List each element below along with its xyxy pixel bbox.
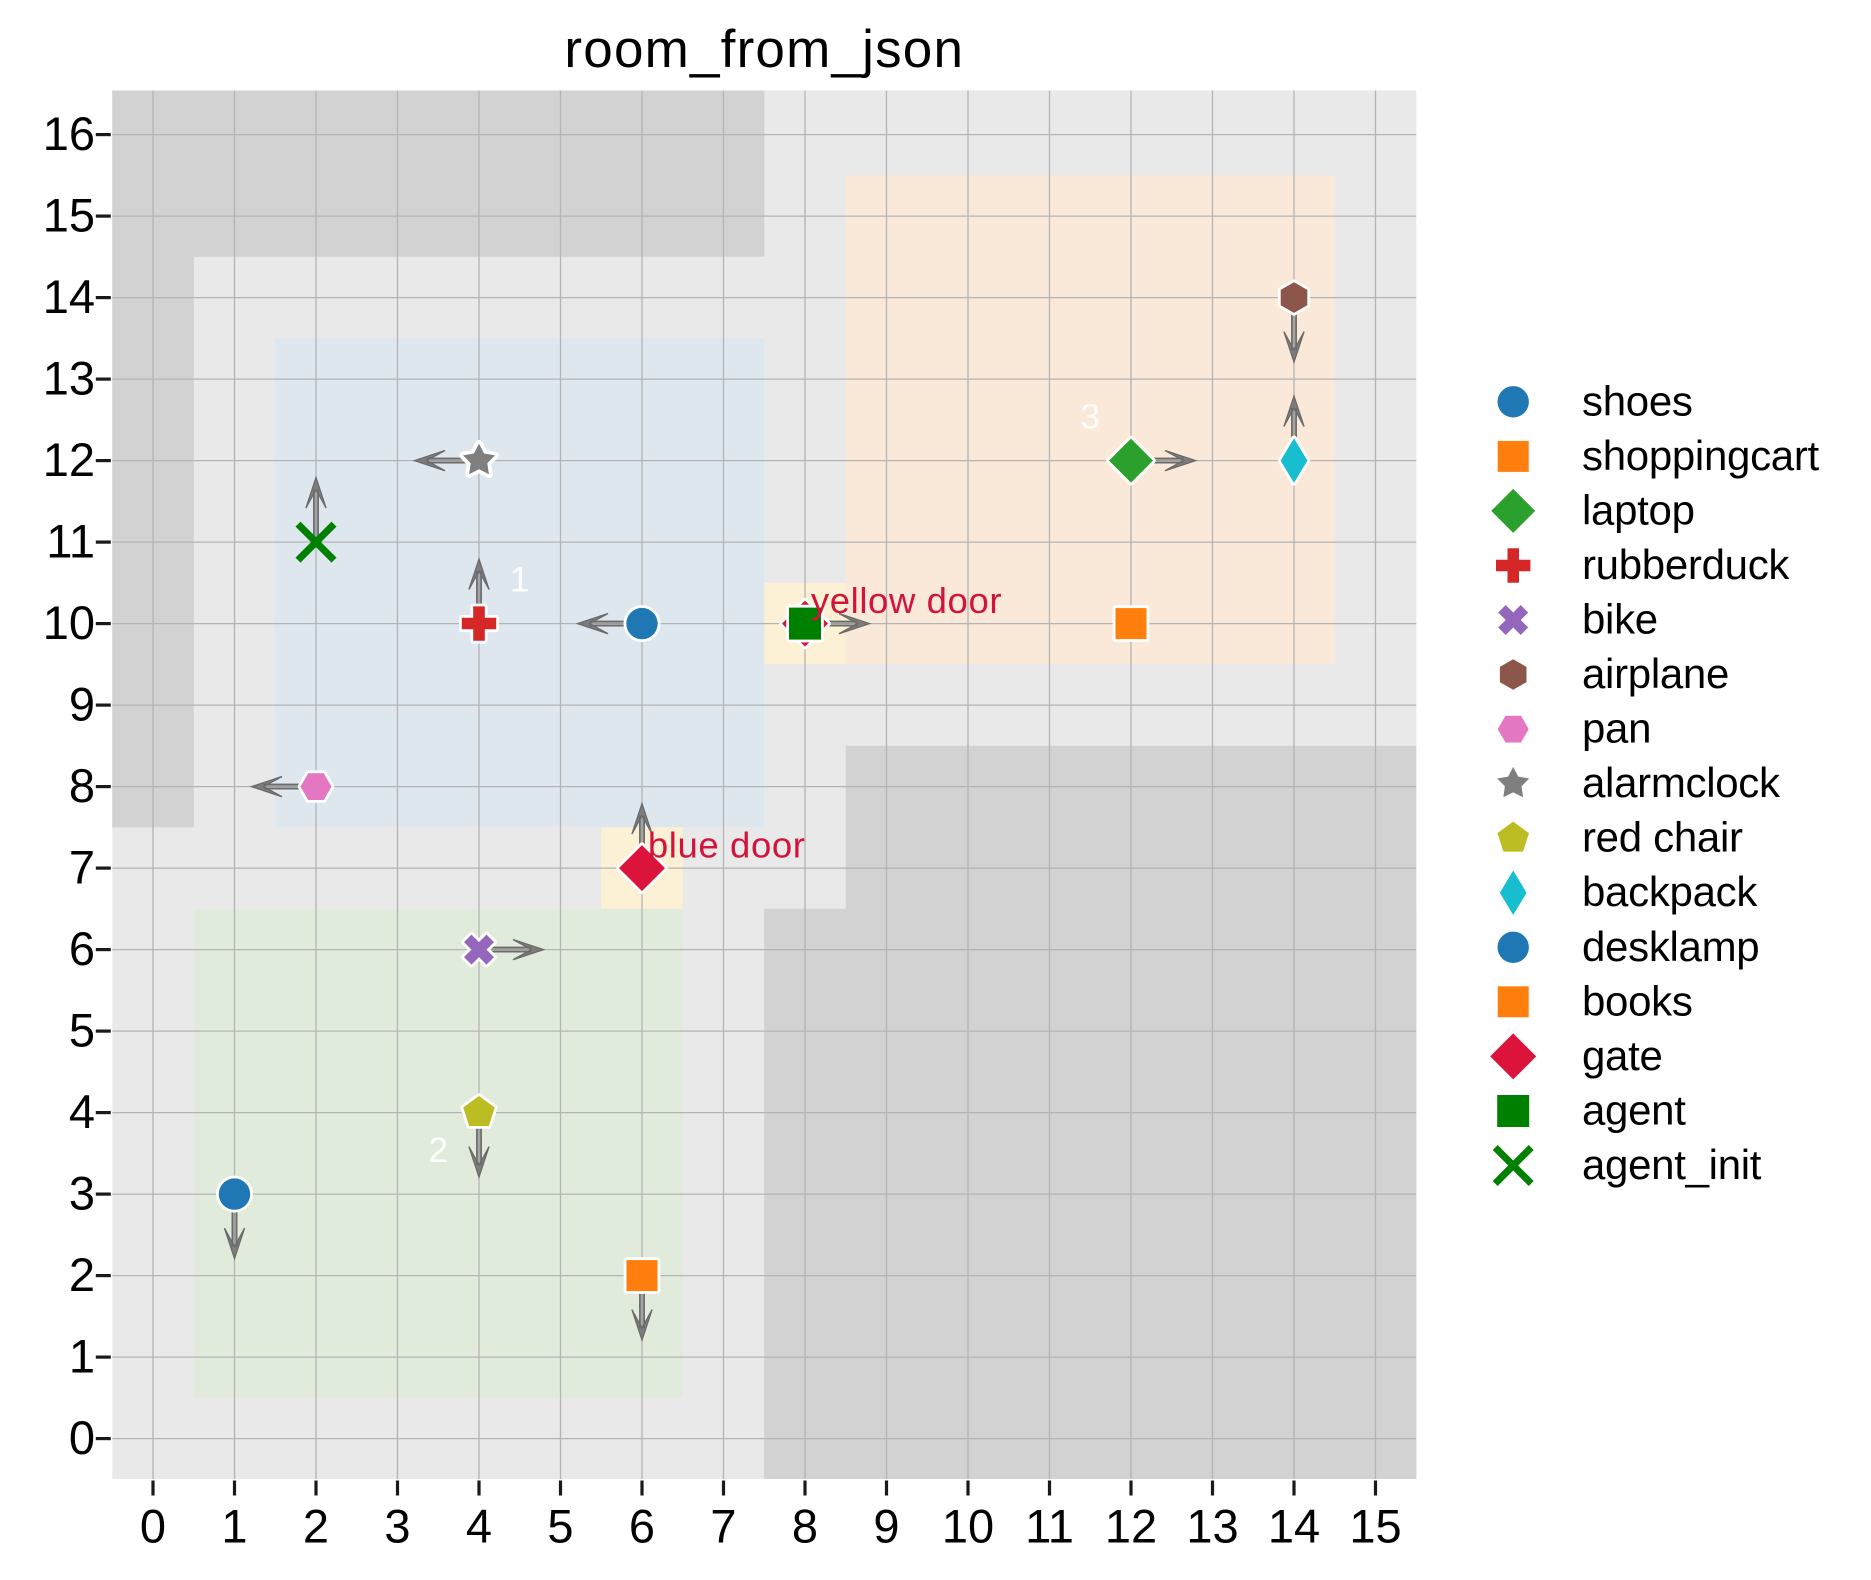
svg-text:5: 5 bbox=[69, 1004, 95, 1057]
svg-text:bike: bike bbox=[1582, 596, 1658, 643]
svg-text:6: 6 bbox=[629, 1499, 655, 1552]
svg-text:room_from_json: room_from_json bbox=[564, 20, 964, 79]
svg-text:pan: pan bbox=[1582, 705, 1651, 752]
svg-text:6: 6 bbox=[69, 922, 95, 975]
svg-text:5: 5 bbox=[547, 1499, 573, 1552]
svg-text:8: 8 bbox=[792, 1499, 818, 1552]
svg-text:blue door: blue door bbox=[648, 825, 806, 866]
svg-text:shoes: shoes bbox=[1582, 377, 1693, 424]
svg-text:shoppingcart: shoppingcart bbox=[1582, 432, 1820, 479]
svg-text:11: 11 bbox=[46, 515, 95, 568]
svg-text:14: 14 bbox=[43, 270, 95, 323]
svg-text:laptop: laptop bbox=[1582, 486, 1695, 533]
svg-text:12: 12 bbox=[1105, 1499, 1157, 1552]
svg-text:9: 9 bbox=[873, 1499, 899, 1552]
svg-text:1: 1 bbox=[69, 1330, 95, 1383]
svg-text:2: 2 bbox=[69, 1248, 95, 1301]
svg-text:11: 11 bbox=[1025, 1499, 1074, 1552]
svg-text:15: 15 bbox=[1349, 1499, 1401, 1552]
svg-text:15: 15 bbox=[43, 189, 95, 242]
svg-text:4: 4 bbox=[69, 1085, 95, 1138]
svg-text:rubberduck: rubberduck bbox=[1582, 541, 1790, 588]
svg-text:8: 8 bbox=[69, 759, 95, 812]
svg-text:16: 16 bbox=[43, 107, 95, 160]
svg-text:13: 13 bbox=[1186, 1499, 1238, 1552]
svg-text:13: 13 bbox=[43, 352, 95, 405]
svg-text:7: 7 bbox=[69, 841, 95, 894]
svg-text:red chair: red chair bbox=[1582, 814, 1743, 861]
svg-text:9: 9 bbox=[69, 678, 95, 731]
svg-text:books: books bbox=[1582, 977, 1693, 1024]
svg-text:backpack: backpack bbox=[1582, 868, 1758, 915]
svg-text:gate: gate bbox=[1582, 1032, 1663, 1079]
svg-text:1: 1 bbox=[510, 559, 530, 599]
svg-text:yellow door: yellow door bbox=[811, 580, 1002, 621]
svg-text:airplane: airplane bbox=[1582, 650, 1729, 697]
svg-text:10: 10 bbox=[43, 596, 95, 649]
svg-text:agent_init: agent_init bbox=[1582, 1141, 1762, 1188]
svg-text:alarmclock: alarmclock bbox=[1582, 759, 1781, 806]
svg-text:2: 2 bbox=[428, 1130, 448, 1170]
svg-text:agent: agent bbox=[1582, 1087, 1686, 1134]
svg-text:3: 3 bbox=[1080, 396, 1100, 436]
svg-text:14: 14 bbox=[1268, 1499, 1320, 1552]
svg-text:3: 3 bbox=[384, 1499, 410, 1552]
svg-text:4: 4 bbox=[466, 1499, 492, 1552]
svg-text:10: 10 bbox=[942, 1499, 994, 1552]
svg-text:12: 12 bbox=[43, 433, 95, 486]
svg-text:desklamp: desklamp bbox=[1582, 923, 1759, 970]
svg-text:0: 0 bbox=[140, 1499, 166, 1552]
svg-text:3: 3 bbox=[69, 1167, 95, 1220]
svg-text:1: 1 bbox=[221, 1499, 247, 1552]
svg-text:0: 0 bbox=[69, 1411, 95, 1464]
svg-text:2: 2 bbox=[303, 1499, 329, 1552]
svg-text:7: 7 bbox=[710, 1499, 736, 1552]
